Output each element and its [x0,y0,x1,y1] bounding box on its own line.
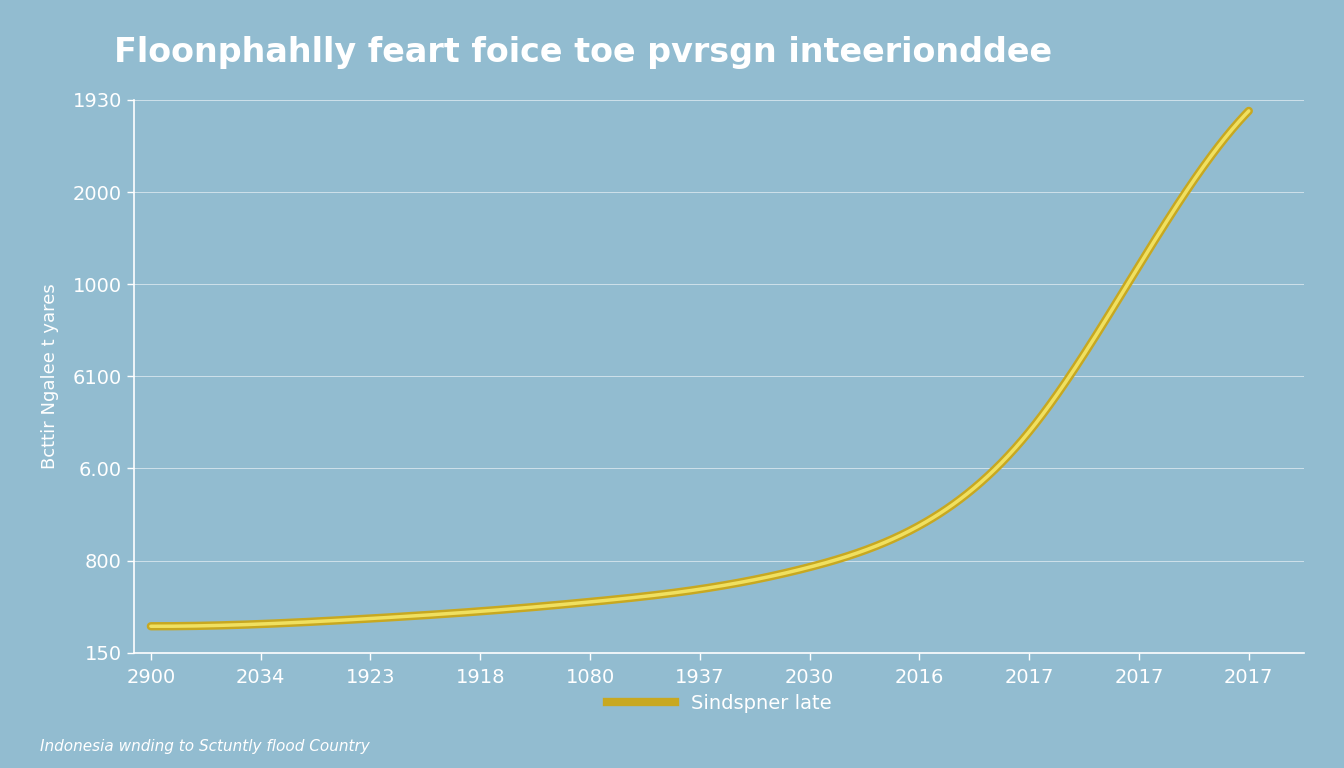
Legend: Sindspner late: Sindspner late [599,686,839,720]
Text: Floonphahlly feart foice toe pvrsgn inteerionddee: Floonphahlly feart foice toe pvrsgn inte… [114,36,1052,69]
Y-axis label: Bcttir Ngalee t yares: Bcttir Ngalee t yares [40,283,59,469]
Text: Indonesia wnding to Sctuntly flood Country: Indonesia wnding to Sctuntly flood Count… [40,739,370,754]
